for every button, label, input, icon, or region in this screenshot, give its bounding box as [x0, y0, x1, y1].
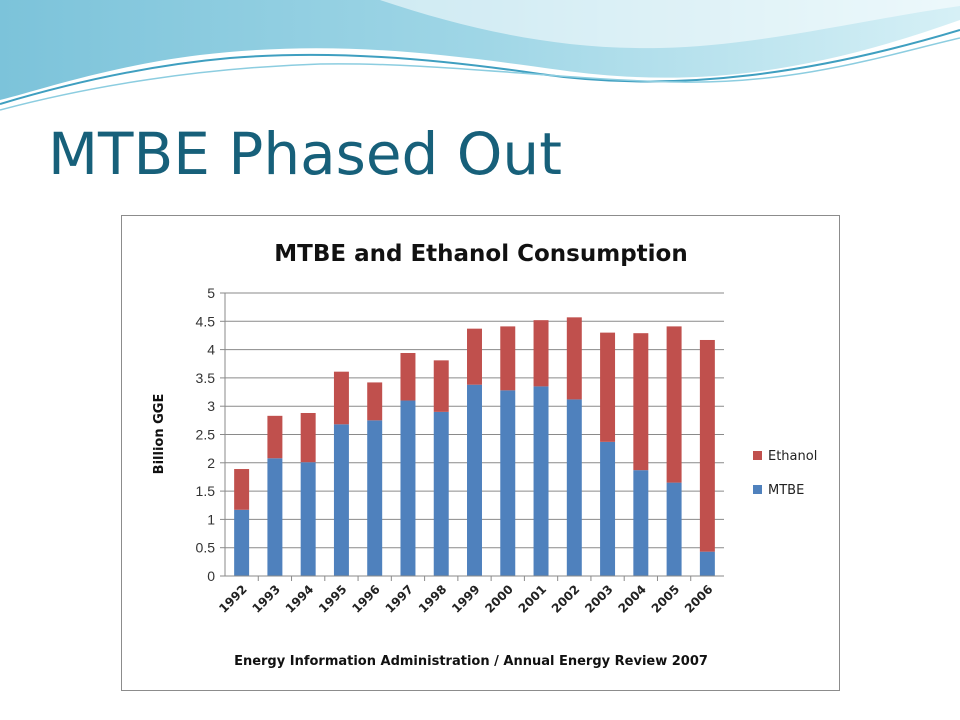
x-tick-label: 2005	[649, 582, 683, 616]
bar-ethanol-2005	[666, 326, 682, 483]
y-tick-label: 0	[207, 568, 215, 584]
x-tick-label: 2003	[582, 582, 616, 616]
bar-mtbe-2004	[633, 470, 649, 576]
legend-swatch-mtbe	[753, 485, 762, 494]
legend-label-mtbe: MTBE	[768, 483, 804, 498]
x-tick-label: 2006	[682, 582, 716, 616]
bar-mtbe-2002	[566, 399, 582, 576]
bar-mtbe-1993	[267, 458, 283, 576]
bar-mtbe-2006	[699, 551, 715, 576]
axes	[224, 293, 724, 581]
bar-ethanol-2000	[500, 326, 516, 391]
chart-frame: MTBE and Ethanol Consumption 0 0.5 1 1.5 2 2.…	[121, 215, 840, 691]
y-axis-title: Billion GGE	[152, 394, 167, 475]
x-tick-label: 1995	[316, 582, 350, 616]
y-tick-label: 1.5	[196, 483, 216, 499]
bar-ethanol-1995	[333, 371, 349, 425]
bar-mtbe-2003	[600, 441, 616, 576]
y-tick-label: 2	[207, 455, 215, 471]
y-tick-label: 0.5	[196, 540, 216, 556]
bar-ethanol-1996	[367, 382, 383, 421]
bar-ethanol-1999	[467, 328, 482, 385]
x-tick-label: 2004	[615, 582, 649, 616]
bar-ethanol-2006	[699, 339, 715, 552]
bar-ethanol-1997	[400, 352, 416, 401]
legend-label-ethanol: Ethanol	[768, 449, 817, 464]
bar-mtbe-2000	[500, 390, 516, 576]
legend: Ethanol MTBE	[753, 449, 817, 498]
legend-swatch-ethanol	[753, 451, 762, 460]
x-tick-labels: 1992 1993 1994 1995 1996 1997 1998 1999 2000 2001…	[216, 582, 715, 616]
x-tick-label: 1999	[449, 582, 483, 616]
bar-mtbe-1997	[400, 400, 416, 576]
y-tick-label: 2.5	[196, 427, 216, 443]
stacked-bar-chart: MTBE and Ethanol Consumption 0 0.5 1 1.5 2 2.…	[152, 241, 817, 669]
x-tick-label: 2000	[482, 582, 516, 616]
bar-ethanol-1992	[234, 469, 250, 510]
bar-ethanol-2001	[533, 320, 549, 387]
x-tick-label: 2001	[516, 582, 550, 616]
y-tick-label: 4.5	[196, 313, 216, 329]
bars	[234, 317, 715, 576]
y-tick-labels: 0 0.5 1 1.5 2 2.5 3 3.5 4 4.5 5	[196, 285, 216, 584]
bar-mtbe-2001	[533, 386, 549, 576]
bar-mtbe-1998	[433, 411, 449, 576]
bar-ethanol-1993	[267, 415, 283, 459]
slide-title: MTBE Phased Out	[48, 120, 562, 188]
x-tick-label: 1998	[416, 582, 450, 616]
x-tick-label: 1997	[383, 582, 417, 616]
bar-mtbe-1995	[333, 424, 349, 576]
x-tick-label: 1993	[250, 582, 284, 616]
x-axis-title: Energy Information Administration / Annu…	[234, 654, 708, 669]
bar-mtbe-1994	[300, 462, 316, 576]
x-tick-label: 1992	[216, 582, 250, 616]
bar-mtbe-1992	[234, 509, 250, 576]
bar-mtbe-2005	[666, 482, 682, 576]
y-tick-label: 3.5	[196, 370, 216, 386]
bar-ethanol-1994	[300, 412, 316, 463]
y-tick-label: 4	[207, 342, 215, 358]
chart-title: MTBE and Ethanol Consumption	[274, 241, 687, 267]
y-tick-label: 3	[207, 398, 215, 414]
y-tick-label: 5	[207, 285, 215, 301]
bar-ethanol-2004	[633, 333, 649, 471]
bar-ethanol-2003	[600, 332, 616, 442]
bar-mtbe-1999	[467, 384, 482, 576]
bar-ethanol-1998	[433, 360, 449, 412]
x-tick-label: 1996	[349, 582, 383, 616]
bar-ethanol-2002	[566, 317, 582, 400]
x-tick-label: 1994	[283, 582, 317, 616]
bar-mtbe-1996	[367, 420, 383, 576]
y-tick-label: 1	[207, 511, 215, 527]
x-tick-label: 2002	[549, 582, 583, 616]
